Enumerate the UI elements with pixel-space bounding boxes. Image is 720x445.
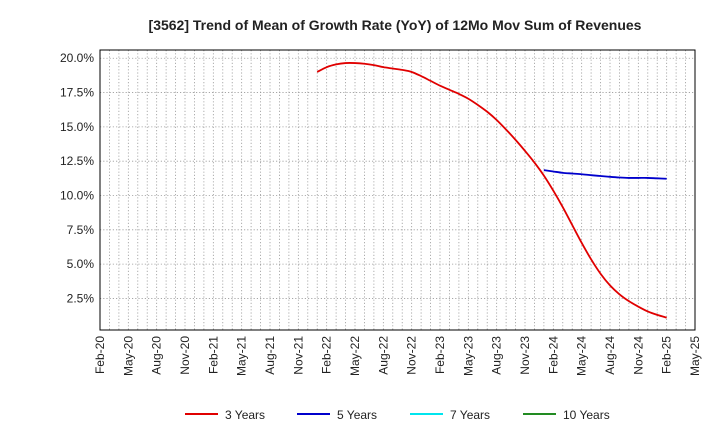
x-tick-label: Nov-21	[291, 336, 305, 375]
series-line-5-years	[543, 169, 667, 180]
x-tick-label: Nov-22	[405, 336, 419, 375]
x-tick-label: Nov-20	[178, 336, 192, 375]
x-tick-label: Nov-24	[631, 336, 645, 375]
y-tick-label: 10.0%	[60, 188, 94, 202]
series-line-3-years	[316, 62, 667, 319]
y-tick-label: 5.0%	[67, 257, 95, 271]
x-tick-label: Feb-24	[546, 336, 560, 374]
x-tick-label: May-21	[235, 336, 249, 376]
x-tick-label: Feb-25	[660, 336, 674, 374]
x-tick-label: May-20	[121, 336, 135, 376]
legend-label-5-years: 5 Years	[337, 408, 377, 422]
grid-lines	[100, 50, 695, 330]
x-tick-label: Feb-23	[433, 336, 447, 374]
x-tick-label: May-25	[688, 336, 702, 376]
x-tick-label: May-24	[575, 336, 589, 376]
y-axis-tick-labels: 2.5% 5.0% 7.5% 10.0% 12.5% 15.0% 17.5% 20.0%	[60, 51, 94, 305]
legend: 3 Years 5 Years 7 Years 10 Years	[185, 408, 610, 422]
y-tick-label: 17.5%	[60, 86, 94, 100]
chart-title: [3562] Trend of Mean of Growth Rate (YoY…	[149, 17, 642, 33]
x-tick-label: Feb-21	[206, 336, 220, 374]
x-tick-label: Nov-23	[518, 336, 532, 375]
x-tick-label: May-23	[461, 336, 475, 376]
y-tick-label: 20.0%	[60, 51, 94, 65]
x-tick-label: Feb-22	[320, 336, 334, 374]
legend-label-7-years: 7 Years	[450, 408, 490, 422]
x-tick-label: May-22	[348, 336, 362, 376]
y-tick-label: 12.5%	[60, 154, 94, 168]
legend-label-3-years: 3 Years	[225, 408, 265, 422]
series-lines	[316, 62, 667, 319]
x-tick-label: Feb-20	[93, 336, 107, 374]
legend-label-10-years: 10 Years	[563, 408, 610, 422]
y-tick-label: 2.5%	[67, 291, 95, 305]
plot-area-frame	[99, 49, 696, 331]
x-tick-label: Aug-24	[603, 336, 617, 375]
x-axis-tick-labels: Feb-20 May-20 Aug-20 Nov-20 Feb-21 May-21 Aug-…	[93, 336, 702, 376]
y-tick-label: 15.0%	[60, 120, 94, 134]
x-tick-label: Aug-20	[150, 336, 164, 375]
x-tick-label: Aug-23	[490, 336, 504, 375]
x-tick-label: Aug-22	[376, 336, 390, 375]
x-tick-label: Aug-21	[263, 336, 277, 375]
y-tick-label: 7.5%	[67, 223, 95, 237]
